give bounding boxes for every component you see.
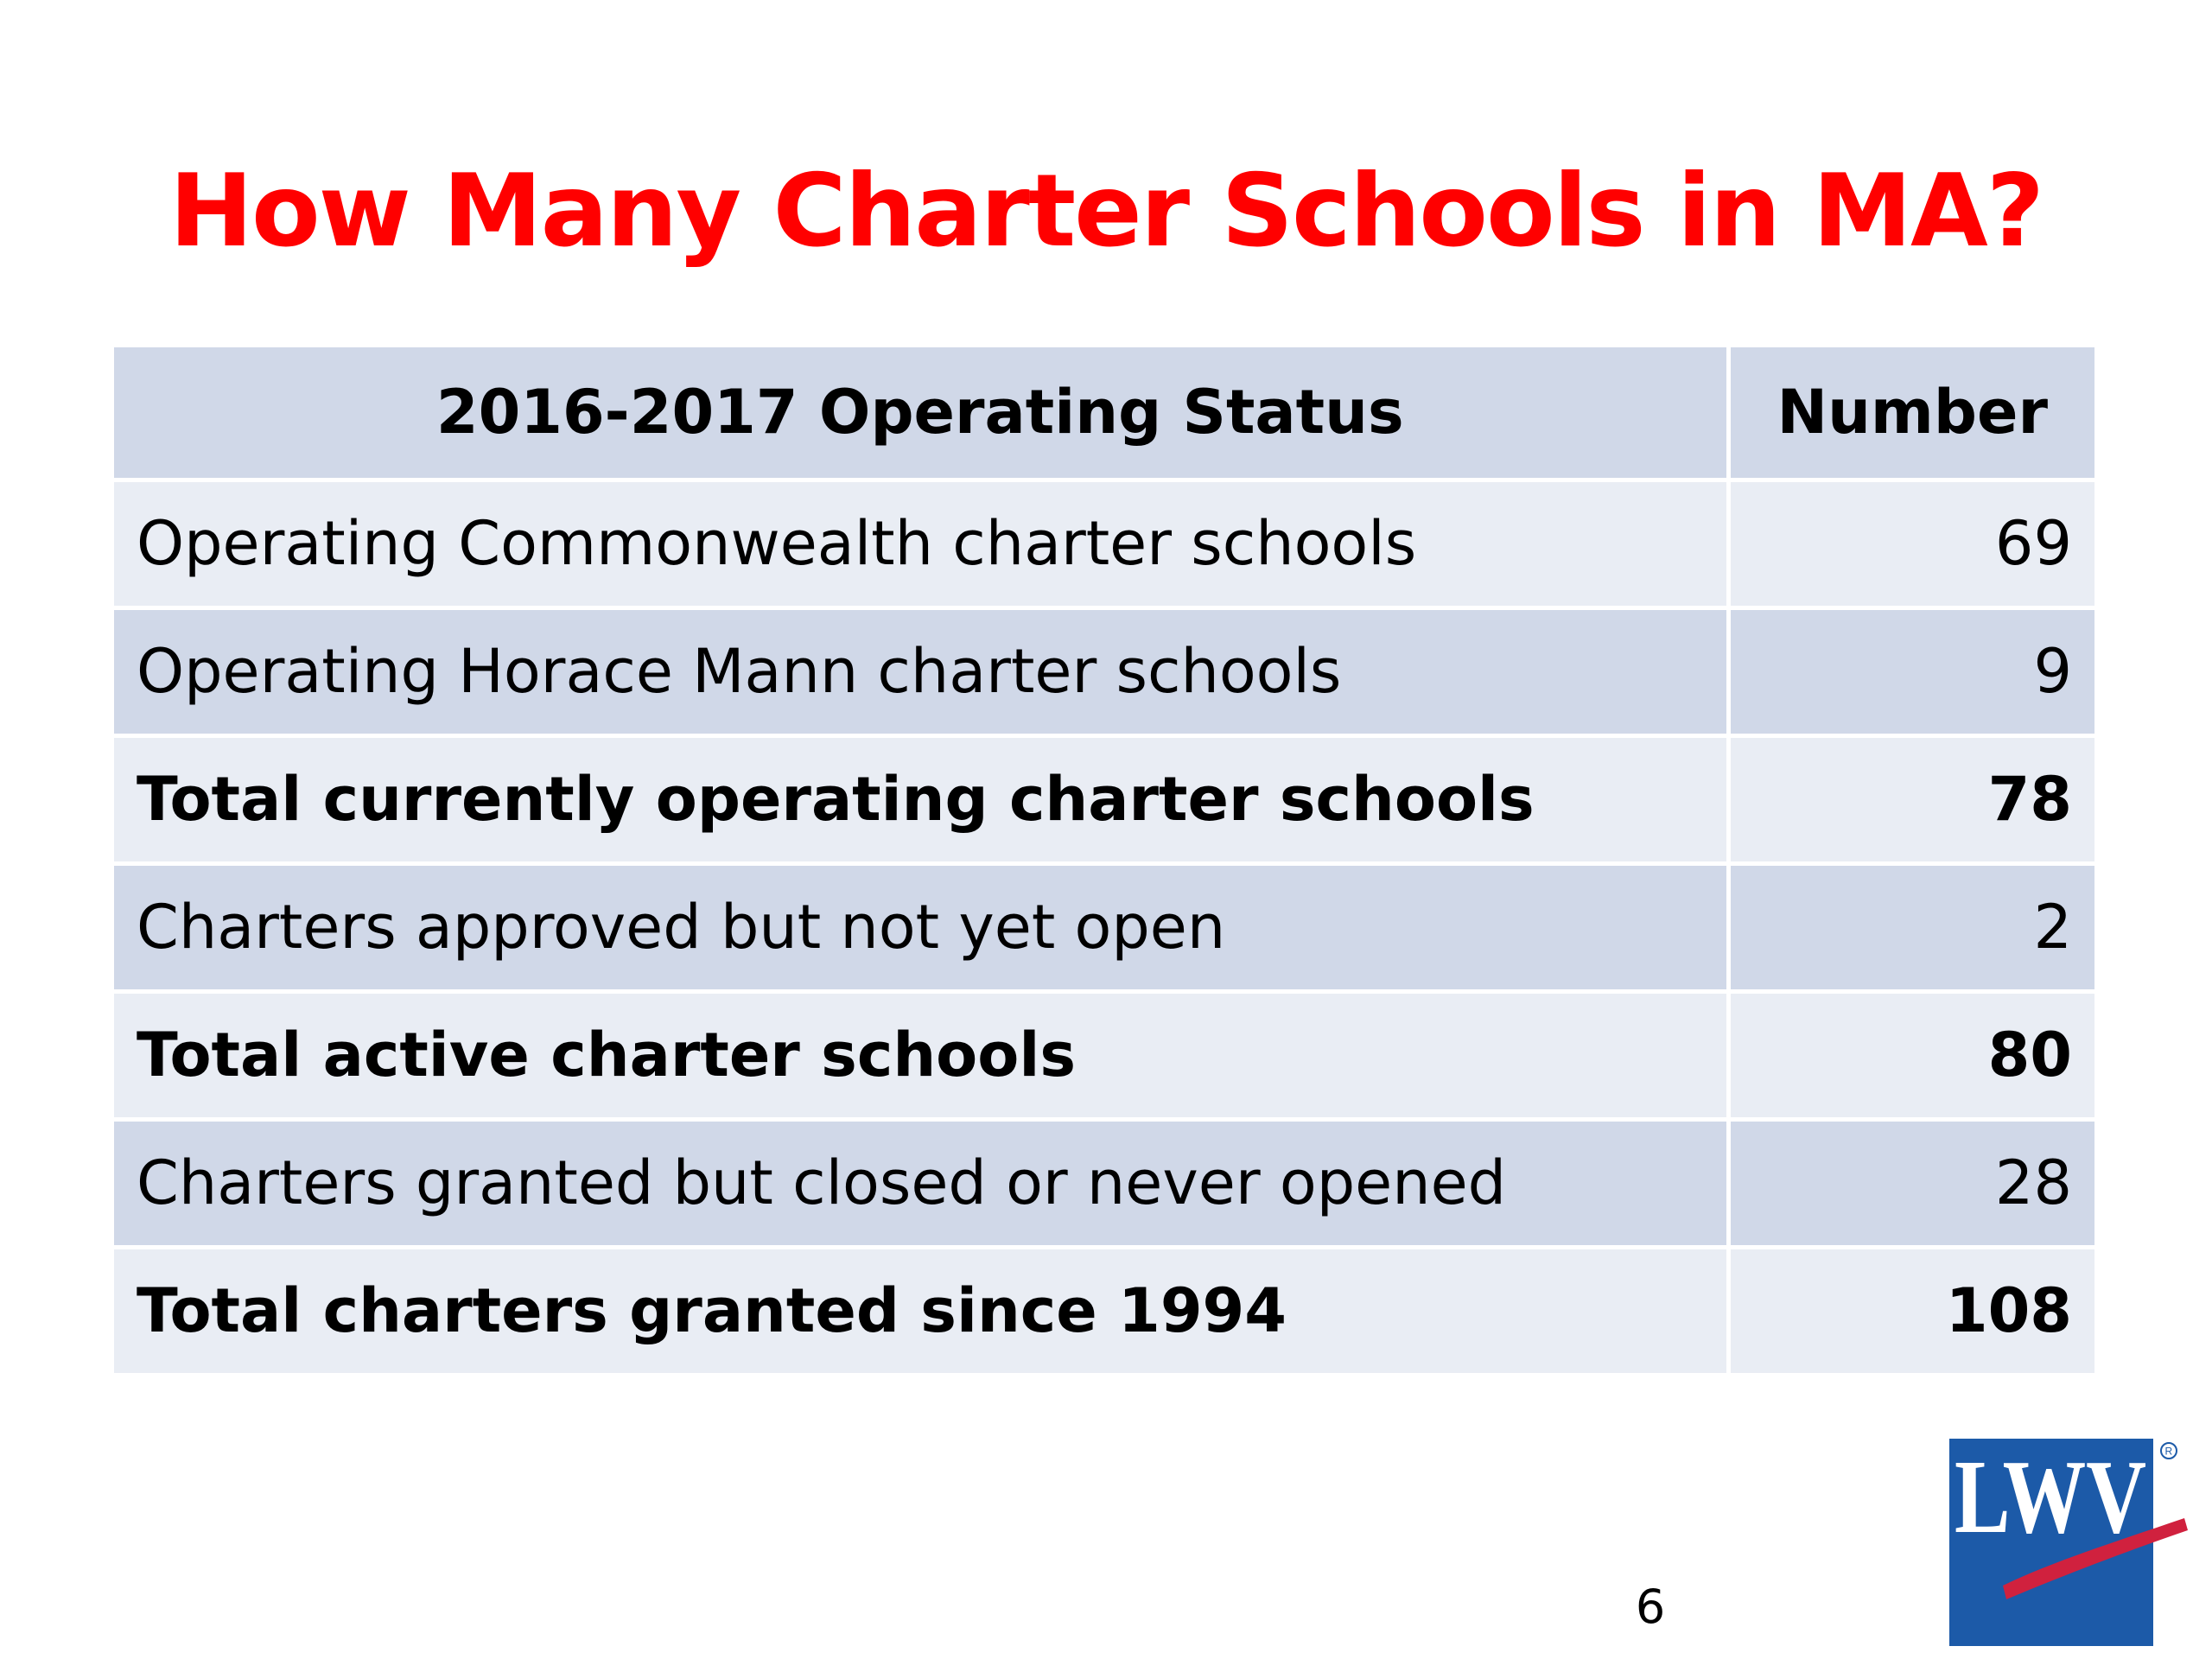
status-table: 2016-2017 Operating Status Number Operat…	[114, 347, 2094, 1377]
column-header-status: 2016-2017 Operating Status	[114, 347, 1731, 482]
row-label: Charters approved but not yet open	[114, 863, 1731, 994]
column-header-number: Number	[1728, 347, 2094, 482]
row-label: Operating Commonwealth charter schools	[114, 480, 1731, 610]
row-value: 69	[1728, 480, 2094, 610]
row-label: Total currently operating charter school…	[114, 735, 1731, 866]
row-value: 78	[1728, 735, 2094, 866]
svg-text:R: R	[2165, 1446, 2173, 1458]
row-label: Operating Horace Mann charter schools	[114, 607, 1731, 738]
row-value: 2	[1728, 863, 2094, 994]
svg-text:LWV: LWV	[1955, 1439, 2146, 1555]
table-row: Charters approved but not yet open 2	[114, 863, 2094, 994]
row-value: 28	[1728, 1119, 2094, 1249]
table-row: Operating Commonwealth charter schools 6…	[114, 480, 2094, 610]
table-row: Operating Horace Mann charter schools 9	[114, 607, 2094, 738]
lwv-logo-icon: LWV R	[1949, 1439, 2191, 1646]
table-row-total: Total charters granted since 1994 108	[114, 1247, 2094, 1377]
row-label: Total active charter schools	[114, 991, 1731, 1122]
table-row-total: Total active charter schools 80	[114, 991, 2094, 1122]
table-header-row: 2016-2017 Operating Status Number	[114, 347, 2094, 482]
page-number: 6	[1635, 1580, 1666, 1634]
table-row: Charters granted but closed or never ope…	[114, 1119, 2094, 1249]
row-label: Charters granted but closed or never ope…	[114, 1119, 1731, 1249]
row-value: 80	[1728, 991, 2094, 1122]
table-row-total: Total currently operating charter school…	[114, 735, 2094, 866]
row-value: 9	[1728, 607, 2094, 738]
slide-title: How Many Charter Schools in MA?	[168, 153, 2044, 270]
status-table-container: 2016-2017 Operating Status Number Operat…	[114, 347, 2094, 1377]
row-label: Total charters granted since 1994	[114, 1247, 1731, 1377]
row-value: 108	[1728, 1247, 2094, 1377]
